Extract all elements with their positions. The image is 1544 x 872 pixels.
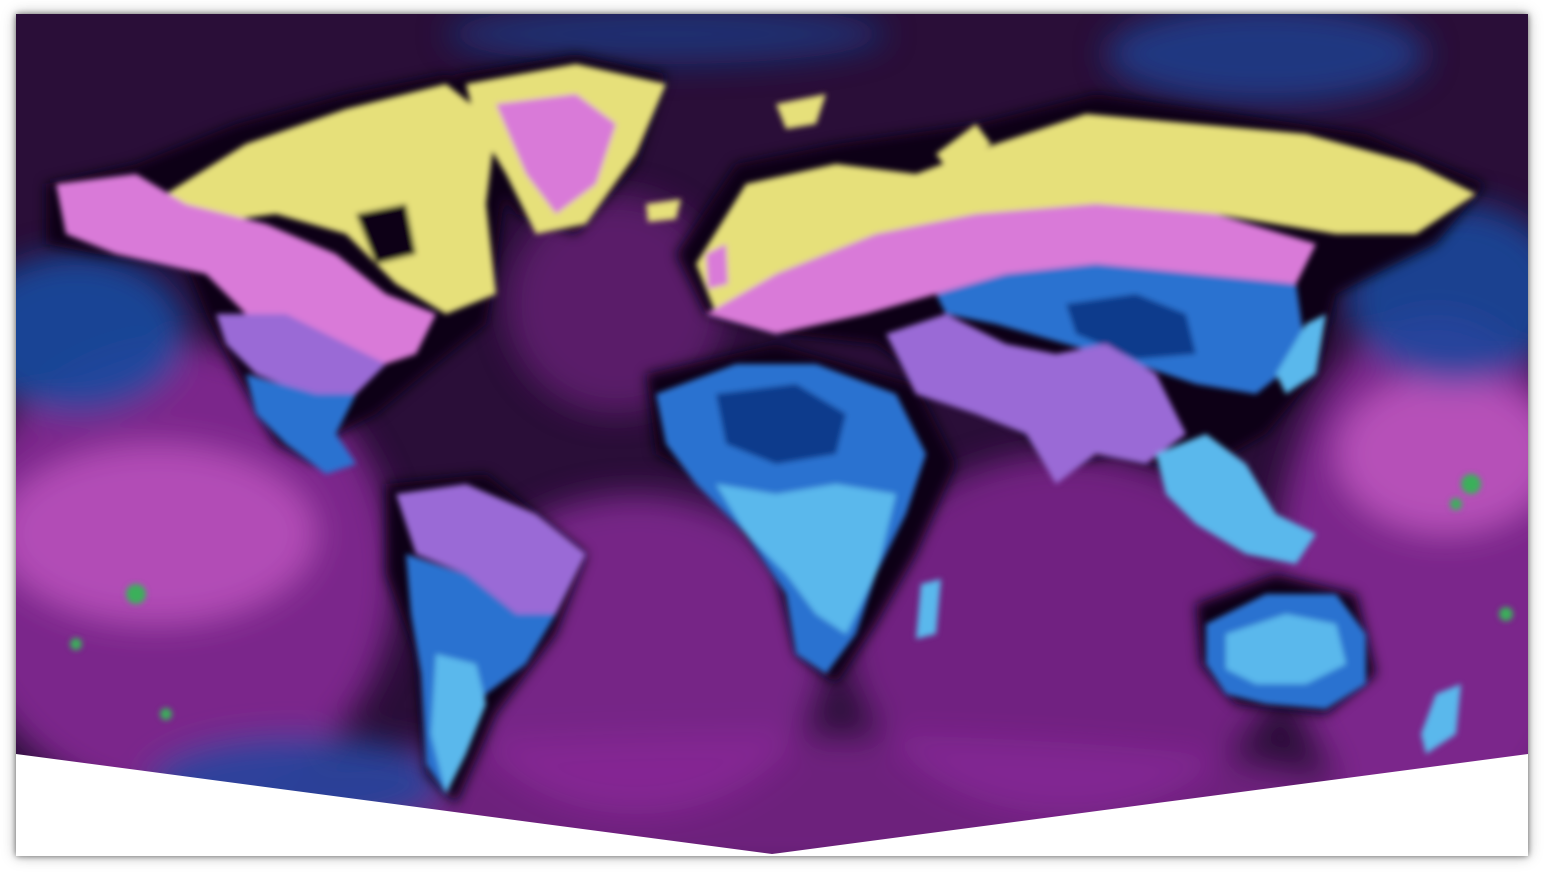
australia-cyan: [1226, 614, 1346, 684]
ocean-magenta-north-atlantic: [506, 194, 726, 414]
ocean-pink-pacific-east: [1336, 374, 1528, 534]
japan: [1276, 314, 1326, 394]
uk: [706, 244, 728, 289]
central-asia-navy: [1066, 294, 1196, 359]
new-zealand: [1421, 684, 1461, 754]
africa-navy: [716, 384, 846, 464]
hudson-bay: [356, 204, 416, 264]
novaya-zemlya: [936, 124, 991, 174]
greenland-pink: [496, 94, 616, 214]
bottom-chevron-banner: [16, 754, 1528, 856]
green-speckles: [70, 474, 1513, 720]
north-america-yellow: [166, 84, 496, 314]
svalbard: [776, 94, 826, 129]
green-spot: [70, 638, 82, 650]
ocean-blue-arctic: [1106, 14, 1426, 104]
green-spot: [1450, 498, 1462, 510]
ocean-blue-north-pacific-west: [16, 254, 186, 414]
green-spot: [126, 584, 146, 604]
north-america-violet: [216, 314, 386, 394]
southeast-asia-blue: [1156, 434, 1316, 564]
land-masses: [56, 64, 1476, 794]
ocean-magenta-indian: [846, 454, 1286, 814]
eurasia-pink: [706, 204, 1316, 334]
iceland: [646, 199, 681, 222]
map-window: [16, 14, 1528, 856]
north-america-blue: [246, 374, 356, 474]
south-america-cyan: [431, 654, 486, 794]
madagascar: [916, 579, 941, 639]
africa-cyan: [716, 484, 896, 634]
north-america-pink: [56, 174, 436, 374]
ocean-pink-pacific-west: [16, 444, 316, 624]
south-america-violet: [396, 484, 586, 614]
arabia-india-violet: [886, 314, 1186, 484]
world-map: [16, 14, 1528, 856]
ocean-blue-arctic-center: [446, 14, 886, 64]
green-spot: [1499, 607, 1513, 621]
eurasia-yellow: [696, 114, 1476, 314]
green-spot: [1461, 474, 1481, 494]
green-spot: [160, 708, 172, 720]
